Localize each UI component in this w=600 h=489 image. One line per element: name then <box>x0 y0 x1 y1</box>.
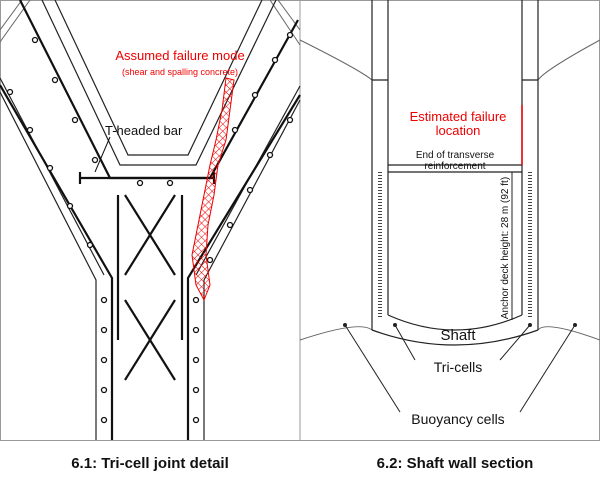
caption: 6.1: Tri-cell joint detail <box>71 455 229 472</box>
bar-label: T-headed bar <box>105 123 183 138</box>
caption: 6.2: Shaft wall section <box>377 455 534 472</box>
failure-label: location <box>436 123 481 138</box>
failure-label: (shear and spalling concrete) <box>122 67 238 77</box>
shaft-section <box>299 0 600 413</box>
reinforcement-label: End of transverse <box>416 150 495 161</box>
reinforcement-label: reinforcement <box>424 161 485 172</box>
leader <box>94 136 111 173</box>
buoyancy-label: Buoyancy cells <box>411 411 504 427</box>
tricells-label: Tri-cells <box>434 359 482 375</box>
height-label: Anchor deck height: 28 m (92 ft) <box>500 177 511 319</box>
shaft-label: Shaft <box>440 327 476 344</box>
failure-label: Estimated failure <box>410 109 507 124</box>
failure-zone <box>191 77 235 302</box>
failure-label: Assumed failure mode <box>115 48 244 63</box>
joint-detail <box>0 0 301 440</box>
